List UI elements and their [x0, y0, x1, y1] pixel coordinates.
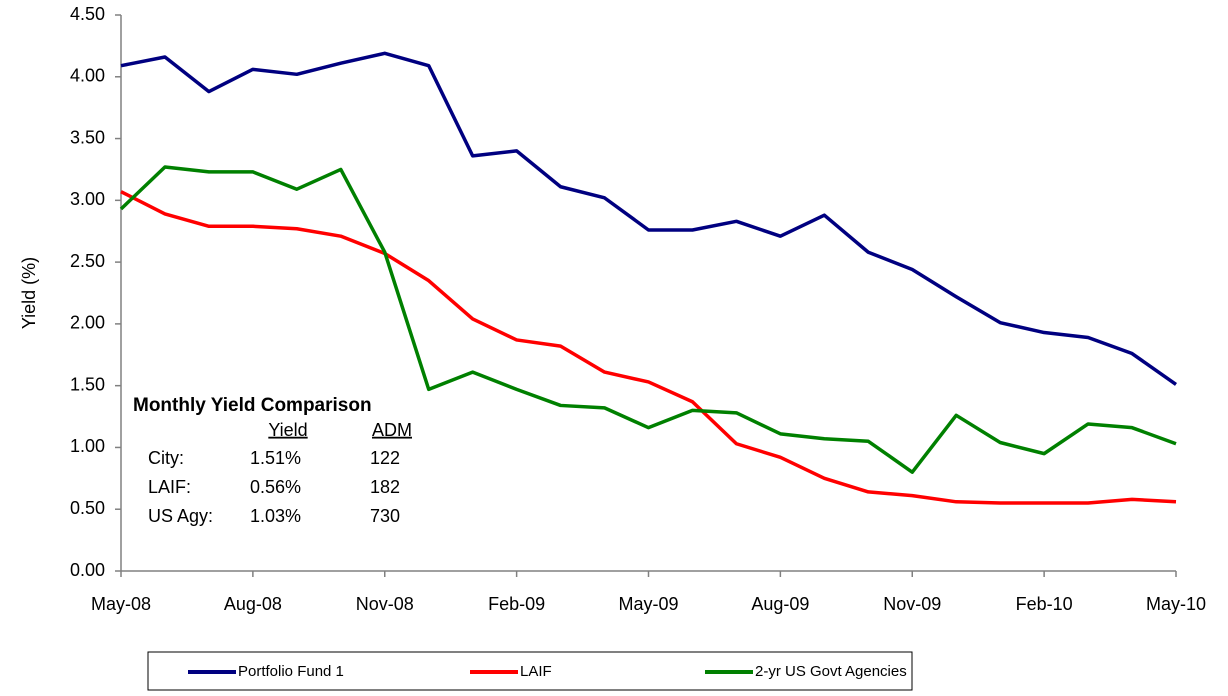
series-line	[120, 190, 1177, 505]
y-tick-label: 1.00	[70, 436, 105, 456]
x-tick-label: Nov-09	[883, 594, 941, 614]
annotation-header: ADM	[372, 420, 412, 440]
x-tick-label: Feb-10	[1016, 594, 1073, 614]
y-tick-label: 4.50	[70, 4, 105, 24]
annotation-yield: 1.03%	[250, 506, 301, 526]
x-tick-label: Aug-09	[751, 594, 809, 614]
annotation-yield: 0.56%	[250, 477, 301, 497]
y-tick-label: 1.50	[70, 374, 105, 394]
legend-box	[147, 651, 913, 691]
annotation-adm: 730	[370, 506, 400, 526]
legend-label: LAIF	[520, 663, 552, 680]
y-tick-label: 3.50	[70, 127, 105, 147]
annotation-row-label: US Agy:	[148, 506, 213, 526]
y-tick-label: 4.00	[70, 66, 105, 86]
x-tick-label: May-09	[618, 594, 678, 614]
y-tick-label: 3.00	[70, 189, 105, 209]
series-line	[119, 165, 1177, 474]
y-axis-label: Yield (%)	[19, 257, 39, 329]
legend-label: Portfolio Fund 1	[238, 663, 344, 680]
y-tick-label: 0.50	[70, 498, 105, 518]
x-tick-label: Feb-09	[488, 594, 545, 614]
x-tick-label: Aug-08	[224, 594, 282, 614]
y-tick-label: 2.00	[70, 313, 105, 333]
annotation-adm: 122	[370, 448, 400, 468]
x-tick-label: May-08	[91, 594, 151, 614]
annotation-row-label: City:	[148, 448, 184, 468]
annotation-header: Yield	[268, 420, 307, 440]
annotation-yield: 1.51%	[250, 448, 301, 468]
y-tick-label: 2.50	[70, 251, 105, 271]
annotation-row-label: LAIF:	[148, 477, 191, 497]
x-tick-label: May-10	[1146, 594, 1206, 614]
y-tick-label: 0.00	[70, 560, 105, 580]
annotation-adm: 182	[370, 477, 400, 497]
legend-label: 2-yr US Govt Agencies	[755, 663, 907, 680]
annotation-title: Monthly Yield Comparison	[133, 395, 372, 416]
series-line	[120, 51, 1178, 386]
x-tick-label: Nov-08	[356, 594, 414, 614]
